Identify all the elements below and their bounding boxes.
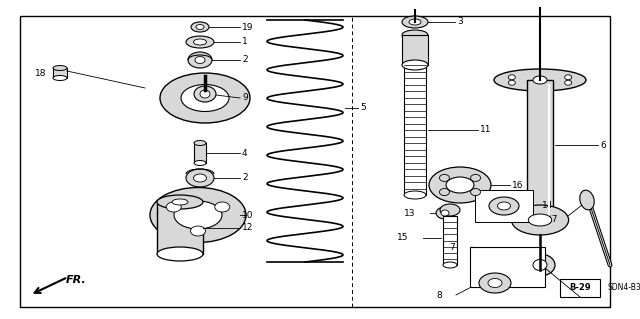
Ellipse shape: [215, 202, 230, 212]
Text: 9: 9: [242, 93, 248, 102]
Ellipse shape: [441, 210, 449, 216]
Ellipse shape: [194, 160, 206, 166]
Ellipse shape: [494, 69, 586, 91]
Text: 6: 6: [600, 140, 605, 150]
Ellipse shape: [470, 174, 481, 182]
Text: 12: 12: [242, 224, 253, 233]
Ellipse shape: [429, 167, 491, 203]
Ellipse shape: [194, 140, 206, 145]
Ellipse shape: [488, 278, 502, 287]
Ellipse shape: [511, 205, 568, 235]
Bar: [475, 190, 533, 222]
Text: 10: 10: [242, 211, 253, 219]
Ellipse shape: [525, 254, 555, 276]
Ellipse shape: [195, 56, 205, 63]
Text: 14: 14: [542, 202, 554, 211]
Ellipse shape: [479, 273, 511, 293]
Bar: [470, 247, 545, 287]
Bar: [560, 279, 600, 297]
Ellipse shape: [196, 25, 204, 29]
Ellipse shape: [160, 73, 250, 123]
Ellipse shape: [53, 65, 67, 70]
Text: 5: 5: [360, 103, 365, 113]
Ellipse shape: [191, 22, 209, 32]
Text: 17: 17: [547, 216, 558, 225]
Ellipse shape: [564, 80, 572, 85]
Ellipse shape: [193, 174, 207, 182]
Text: 7: 7: [449, 242, 455, 251]
Ellipse shape: [157, 195, 203, 209]
Text: 19: 19: [242, 23, 253, 32]
Ellipse shape: [194, 86, 216, 102]
Ellipse shape: [436, 207, 454, 219]
Ellipse shape: [446, 177, 474, 193]
Text: 3: 3: [457, 18, 463, 26]
Text: 18: 18: [35, 69, 47, 78]
Ellipse shape: [53, 76, 67, 80]
Ellipse shape: [508, 80, 515, 85]
Ellipse shape: [188, 52, 212, 68]
Bar: [194, 143, 206, 163]
Text: 13: 13: [403, 209, 415, 218]
Text: B-29: B-29: [569, 284, 591, 293]
Bar: [404, 65, 426, 195]
Text: SDN4-B3000A: SDN4-B3000A: [607, 284, 640, 293]
Ellipse shape: [402, 16, 428, 28]
Bar: [443, 216, 457, 265]
Ellipse shape: [508, 75, 515, 80]
Ellipse shape: [528, 214, 552, 226]
Ellipse shape: [172, 199, 188, 205]
Ellipse shape: [166, 202, 181, 212]
Bar: [402, 35, 428, 65]
Ellipse shape: [564, 75, 572, 80]
Text: 11: 11: [480, 125, 492, 135]
Text: 8: 8: [436, 291, 442, 300]
Ellipse shape: [470, 189, 481, 196]
Ellipse shape: [193, 39, 207, 45]
Ellipse shape: [409, 19, 421, 25]
Text: 15: 15: [397, 234, 408, 242]
Ellipse shape: [200, 90, 210, 98]
Ellipse shape: [150, 188, 246, 242]
Ellipse shape: [440, 174, 449, 182]
Ellipse shape: [186, 36, 214, 48]
Ellipse shape: [404, 191, 426, 199]
Ellipse shape: [489, 197, 519, 215]
Ellipse shape: [157, 247, 203, 261]
Ellipse shape: [497, 202, 511, 210]
Bar: [157, 202, 203, 254]
Text: 1: 1: [242, 38, 248, 47]
Ellipse shape: [443, 262, 457, 268]
Ellipse shape: [580, 190, 594, 210]
Ellipse shape: [533, 259, 547, 271]
Ellipse shape: [191, 226, 205, 236]
Ellipse shape: [186, 169, 214, 187]
Ellipse shape: [174, 201, 222, 229]
Text: 2: 2: [242, 56, 248, 64]
Ellipse shape: [402, 60, 428, 70]
Bar: [527, 80, 553, 220]
Text: 16: 16: [512, 181, 524, 189]
Ellipse shape: [440, 189, 449, 196]
Ellipse shape: [181, 85, 229, 112]
Text: FR.: FR.: [66, 275, 87, 285]
Ellipse shape: [402, 30, 428, 40]
Text: 2: 2: [242, 174, 248, 182]
Text: 4: 4: [242, 149, 248, 158]
Ellipse shape: [533, 76, 547, 84]
Ellipse shape: [440, 204, 460, 216]
Bar: [53, 68, 67, 78]
